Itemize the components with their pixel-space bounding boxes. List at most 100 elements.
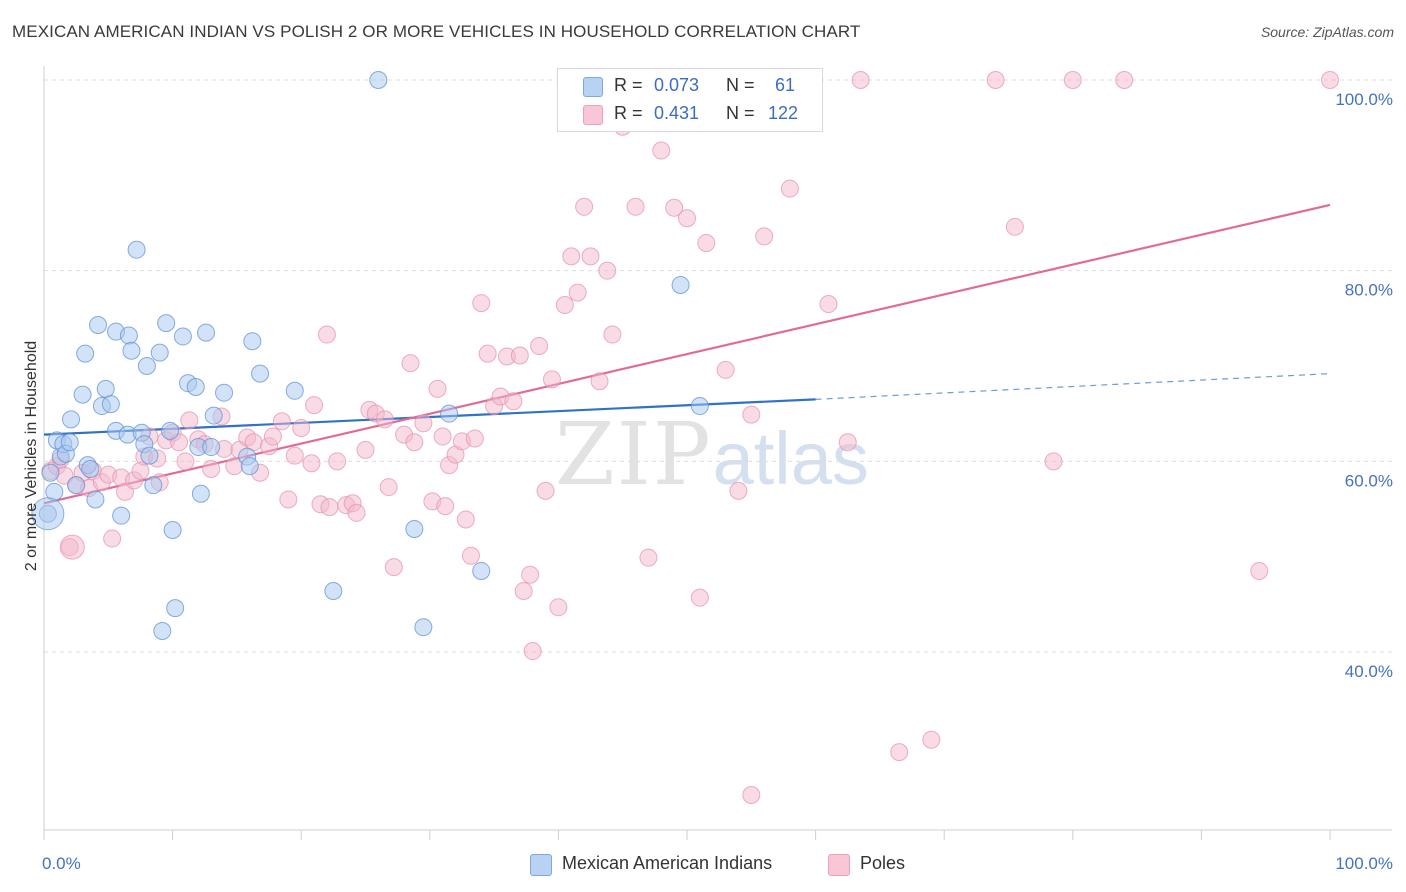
data-point-mexican [414,618,433,637]
legend-swatch-pink [583,105,603,125]
data-point-mexican [202,438,221,457]
tick-labels: 40.0% 60.0% 80.0% 100.0% 0.0% 100.0% [42,90,1393,873]
data-point-poles [716,360,735,379]
data-point-poles [742,405,761,424]
data-point-mexican [89,316,108,335]
data-point-poles [428,379,447,398]
data-point-poles [690,588,709,607]
data-point-mexican [671,275,690,294]
stats-legend: R = 0.073 N = 61 R = 0.431 N = 122 [557,68,823,132]
data-point-poles [514,581,533,600]
data-point-poles [639,548,658,567]
data-point-mexican [67,476,86,495]
data-point-poles [851,71,870,89]
data-point-poles [555,295,574,314]
data-point-poles [414,414,433,433]
data-point-poles [678,209,696,228]
data-point-poles [379,478,398,497]
data-point-mexican [73,385,92,404]
chart-source: Source: ZipAtlas.com [1260,24,1394,40]
data-point-poles [780,179,799,198]
data-point-poles [510,346,529,365]
data-point-poles [626,197,645,216]
data-point-poles [1044,452,1063,471]
y-tick-label: 40.0% [1345,662,1393,681]
data-point-poles [575,197,594,216]
data-point-poles [568,283,587,302]
bottom-legend-swatch-blue [530,854,552,876]
data-point-mexican [81,459,100,478]
data-point-mexican [157,314,176,333]
data-point-poles [652,141,671,160]
data-point-mexican [153,622,172,641]
data-point-poles [819,295,838,314]
data-point-poles [202,459,221,478]
data-point-mexican [86,490,105,509]
data-point-poles [384,558,403,577]
data-point-mexican [101,395,120,414]
legend-n-label: N = [726,103,755,123]
data-point-poles [729,481,748,500]
data-point-mexican [173,327,192,346]
data-point-poles [461,546,480,565]
data-point-poles [176,452,195,471]
data-point-poles [375,410,394,429]
data-point-poles [838,433,857,452]
legend-row-poles: R = 0.431 N = 122 [558,101,822,129]
data-point-mexican [243,332,262,351]
data-point-mexican [122,341,141,360]
data-point-poles [549,598,568,617]
legend-row-mexican: R = 0.073 N = 61 [558,73,822,101]
bottom-legend-label: Poles [860,853,906,873]
data-point-poles [302,454,321,473]
axes [43,66,1392,840]
data-point-mexican [62,410,81,429]
data-point-mexican [251,364,270,383]
data-point-poles [697,234,716,253]
data-point-poles [59,534,85,560]
data-point-mexican [112,506,131,525]
data-point-poles [890,743,909,762]
data-point-poles [347,503,366,522]
data-point-poles [523,642,542,661]
data-point-mexican [31,497,65,531]
data-point-mexican [137,357,156,375]
bottom-legend-swatch-pink [828,854,850,876]
data-point-poles [436,497,455,516]
data-point-mexican [76,344,95,363]
y-tick-label: 60.0% [1345,471,1393,490]
data-point-poles [530,336,549,355]
data-points [31,71,1339,804]
data-point-poles [922,730,941,749]
data-point-poles [263,427,282,446]
trend-line-mexican-extension [815,373,1331,400]
data-point-mexican [150,343,169,362]
data-point-poles [1005,217,1024,236]
data-point-mexican [369,71,388,89]
data-point-poles [742,786,761,804]
legend-r-value: 0.073 [654,75,700,95]
data-point-poles [180,411,199,430]
data-point-mexican [240,457,259,476]
data-point-poles [598,261,617,280]
data-point-poles [472,294,491,313]
data-point-mexican [191,484,210,503]
data-point-poles [279,490,298,509]
data-point-mexican [204,406,223,425]
x-tick-label: 0.0% [42,854,81,873]
data-point-mexican [127,240,146,259]
data-point-mexican [690,397,709,416]
data-point-mexican [197,323,216,342]
data-point-mexican [215,383,234,402]
legend-r-label: R = [614,103,643,123]
data-point-poles [665,198,684,217]
data-point-poles [317,325,336,344]
x-tick-label: 100.0% [1335,854,1393,873]
data-point-poles [755,227,774,246]
data-point-mexican [96,379,115,398]
data-point-poles [292,418,311,437]
data-point-poles [1250,561,1269,580]
data-point-poles [603,325,622,344]
data-point-poles [328,452,347,471]
data-point-poles [272,412,291,431]
